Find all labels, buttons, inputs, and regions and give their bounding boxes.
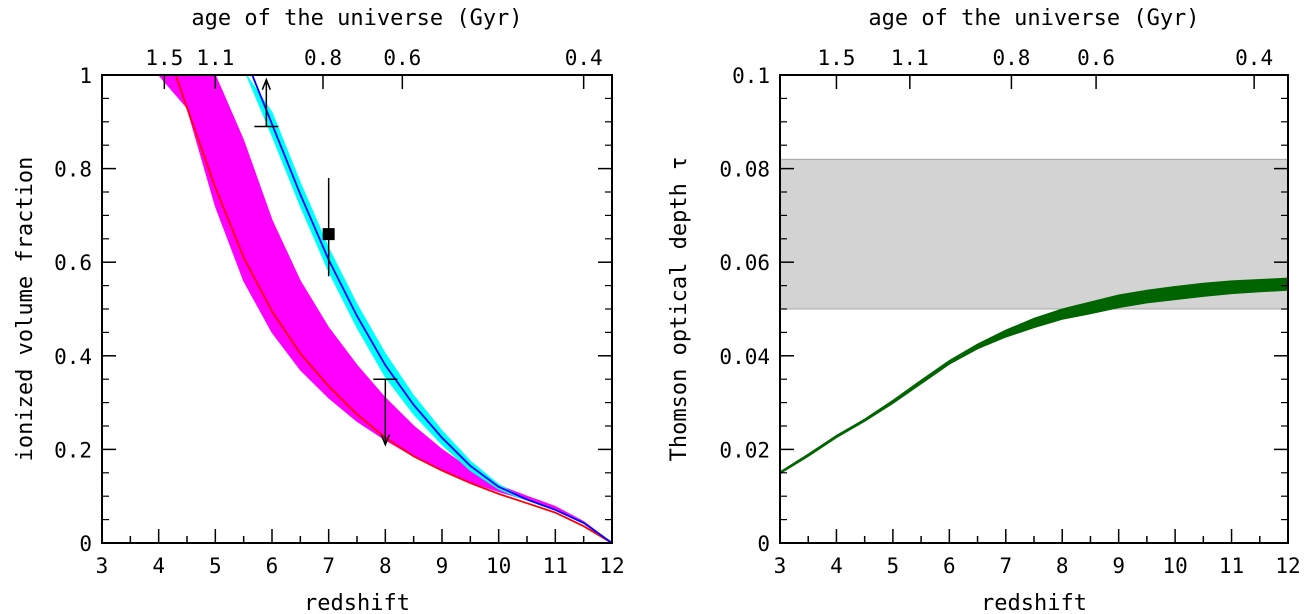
y-tick-label: 0.2 bbox=[54, 438, 92, 462]
ionized-fraction-marks bbox=[158, 75, 612, 543]
top-tick-label: 0.6 bbox=[383, 46, 421, 70]
top-tick-label: 1.5 bbox=[817, 46, 855, 70]
x-tick-label: 4 bbox=[152, 554, 165, 578]
top-tick-label: 0.4 bbox=[1235, 46, 1273, 70]
model-band-0 bbox=[158, 75, 612, 543]
limit-arrow-2 bbox=[380, 434, 391, 447]
x-tick-label: 12 bbox=[1275, 554, 1300, 578]
top-tick-label: 1.1 bbox=[196, 46, 234, 70]
top-tick-label: 0.8 bbox=[304, 46, 342, 70]
y-tick-label: 0.02 bbox=[719, 438, 770, 462]
x-tick-label: 10 bbox=[486, 554, 511, 578]
axis-ticks: 3 4 5 6 7 8 9 10 11 12 0 0.2 0.4 0.6 0.8 1 1.5 1.1 0.8 0.6 0… bbox=[54, 46, 625, 578]
x-tick-label: 3 bbox=[774, 554, 787, 578]
top-tick-label: 1.5 bbox=[145, 46, 183, 70]
limit-arrow-1 bbox=[261, 77, 272, 90]
top-tick-label: 1.1 bbox=[891, 46, 929, 70]
optical-depth-marks bbox=[780, 158, 1288, 475]
x-tick-label: 7 bbox=[999, 554, 1012, 578]
x-tick-label: 6 bbox=[266, 554, 279, 578]
y-tick-label: 1 bbox=[79, 64, 92, 88]
y-tick-label: 0.4 bbox=[54, 345, 92, 369]
x-tick-label: 8 bbox=[1056, 554, 1069, 578]
top-axis-title: age of the universe (Gyr) bbox=[868, 6, 1199, 31]
y-tick-label: 0 bbox=[757, 532, 770, 556]
top-tick-label: 0.8 bbox=[992, 46, 1030, 70]
top-tick-label: 0.4 bbox=[565, 46, 603, 70]
x-tick-label: 11 bbox=[1219, 554, 1244, 578]
axis-ticks: 3 4 5 6 7 8 9 10 11 12 0 0.02 0.04 0.06 0.08 0.1 1.5 1.1 0… bbox=[719, 46, 1300, 578]
y-tick-label: 0.06 bbox=[719, 251, 770, 275]
top-axis-title: age of the universe (Gyr) bbox=[191, 6, 522, 31]
x-tick-label: 5 bbox=[887, 554, 900, 578]
y-tick-label: 0 bbox=[79, 532, 92, 556]
x-tick-label: 11 bbox=[543, 554, 568, 578]
model-band-2 bbox=[246, 75, 612, 543]
x-axis-title: redshift bbox=[304, 591, 410, 614]
x-tick-label: 6 bbox=[943, 554, 956, 578]
x-tick-label: 7 bbox=[322, 554, 335, 578]
x-tick-label: 3 bbox=[96, 554, 109, 578]
x-axis-title: redshift bbox=[981, 591, 1087, 614]
y-tick-label: 0.04 bbox=[719, 345, 770, 369]
y-axis-title: ionized volume fraction bbox=[13, 157, 38, 462]
x-tick-label: 12 bbox=[599, 554, 624, 578]
model-line-3 bbox=[251, 75, 612, 543]
ionized-fraction-panel: 3 4 5 6 7 8 9 10 11 12 0 0.2 0.4 0.6 0.8 1 1.5 1.1 0.8 0.6 0… bbox=[13, 6, 625, 614]
x-tick-label: 9 bbox=[436, 554, 449, 578]
x-tick-label: 4 bbox=[830, 554, 843, 578]
y-tick-label: 0.08 bbox=[719, 158, 770, 182]
y-tick-label: 0.8 bbox=[54, 158, 92, 182]
x-tick-label: 9 bbox=[1112, 554, 1125, 578]
x-tick-label: 5 bbox=[209, 554, 222, 578]
data-point-0 bbox=[322, 228, 335, 241]
y-tick-label: 0.1 bbox=[732, 64, 770, 88]
optical-depth-panel: 3 4 5 6 7 8 9 10 11 12 0 0.02 0.04 0.06 0.08 0.1 1.5 1.1 0… bbox=[667, 6, 1301, 614]
x-tick-label: 8 bbox=[379, 554, 392, 578]
y-axis-title: Thomson optical depth τ bbox=[667, 157, 692, 462]
x-tick-label: 10 bbox=[1162, 554, 1187, 578]
model-band-0 bbox=[780, 277, 1288, 475]
top-tick-label: 0.6 bbox=[1077, 46, 1115, 70]
y-tick-label: 0.6 bbox=[54, 251, 92, 275]
